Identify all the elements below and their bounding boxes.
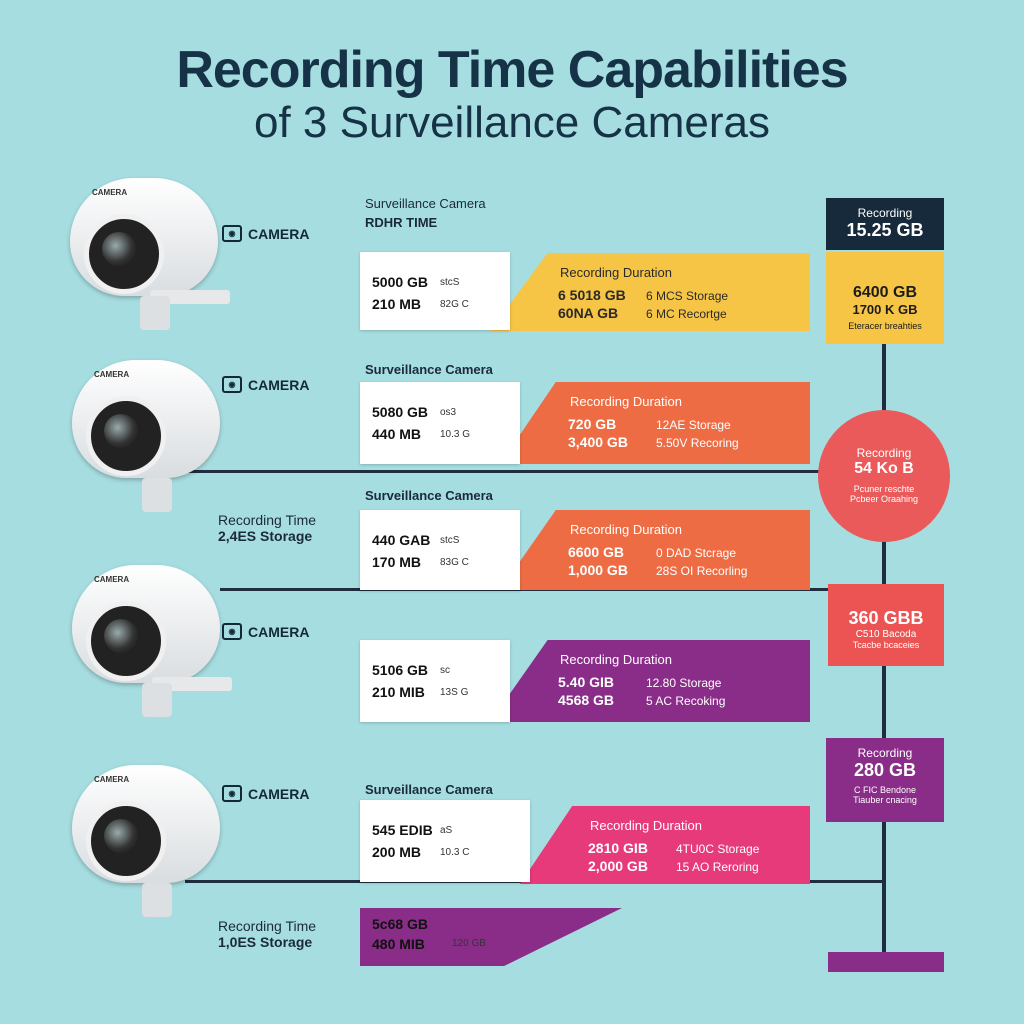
storage-card-6: 5c68 GB 480 MIB 120 GB bbox=[372, 916, 486, 952]
section-label-2: Surveillance Camera bbox=[365, 362, 493, 377]
camera-illustration-4: CAMERA bbox=[72, 765, 232, 925]
storage-card-2: 5080 GB os3 440 MB 10.3 G bbox=[360, 382, 520, 464]
duration-band-4: Recording Duration 5.40 GIB 12.80 Storage… bbox=[490, 640, 810, 722]
duration-band-2: Recording Duration 720 GB 12AE Storage 3,… bbox=[500, 382, 810, 464]
recording-box-1: Recording 15.25 GB bbox=[826, 198, 944, 250]
camera-icon: ◉ bbox=[222, 376, 242, 393]
camera-illustration-2: CAMERA bbox=[72, 360, 232, 520]
camera-icon: ◉ bbox=[222, 225, 242, 242]
storage-card-3: 440 GAB stcS 170 MB 83G C bbox=[360, 510, 520, 590]
side-label-2: Recording Time 1,0ES Storage bbox=[218, 918, 317, 950]
section-label-3: Surveillance Camera bbox=[365, 488, 493, 503]
duration-band-1: Recording Duration 6 5018 GB 6 MCS Storag… bbox=[490, 253, 810, 331]
camera-illustration-1: CAMERA bbox=[70, 178, 230, 338]
recording-box-2: 6400 GB 1700 K GB Eteracer breahties bbox=[826, 252, 944, 344]
connector-line-1 bbox=[185, 470, 885, 473]
camera-label-2: ◉ CAMERA bbox=[222, 376, 309, 393]
section-label-4: Surveillance Camera bbox=[365, 782, 493, 797]
camera-label-3: ◉ CAMERA bbox=[222, 623, 309, 640]
section-label-1: Surveillance Camera RDHR TIME bbox=[365, 196, 486, 230]
side-label-1: Recording Time 2,4ES Storage bbox=[218, 512, 317, 544]
page-subtitle: of 3 Surveillance Cameras bbox=[253, 98, 770, 147]
recording-circle: Recording 54 Ko B Pcuner reschte Pcbeer … bbox=[818, 410, 950, 542]
camera-icon: ◉ bbox=[222, 623, 242, 640]
camera-label-1: ◉ CAMERA bbox=[222, 225, 309, 242]
storage-card-5: 545 EDIB aS 200 MB 10.3 C bbox=[360, 800, 530, 882]
duration-band-3: Recording Duration 6600 GB 0 DAD Stcrage … bbox=[500, 510, 810, 590]
camera-icon: ◉ bbox=[222, 785, 242, 802]
storage-card-1: 5000 GB stcS 210 MB 82G C bbox=[360, 252, 510, 330]
page-title: Recording Time Capabilities bbox=[176, 41, 848, 99]
duration-band-5: Recording Duration 2810 GIB 4TU0C Storage… bbox=[520, 806, 810, 884]
recording-box-3: 360 GBB C510 Bacoda Tcacbe bcaceies bbox=[828, 584, 944, 666]
storage-card-4: 5106 GB sc 210 MIB 13S G bbox=[360, 640, 510, 722]
recording-box-4: Recording 280 GB C FIC Bendone Tiauber c… bbox=[826, 738, 944, 822]
camera-illustration-3: CAMERA bbox=[72, 565, 232, 725]
camera-label-4: ◉ CAMERA bbox=[222, 785, 309, 802]
recording-box-5 bbox=[828, 952, 944, 972]
